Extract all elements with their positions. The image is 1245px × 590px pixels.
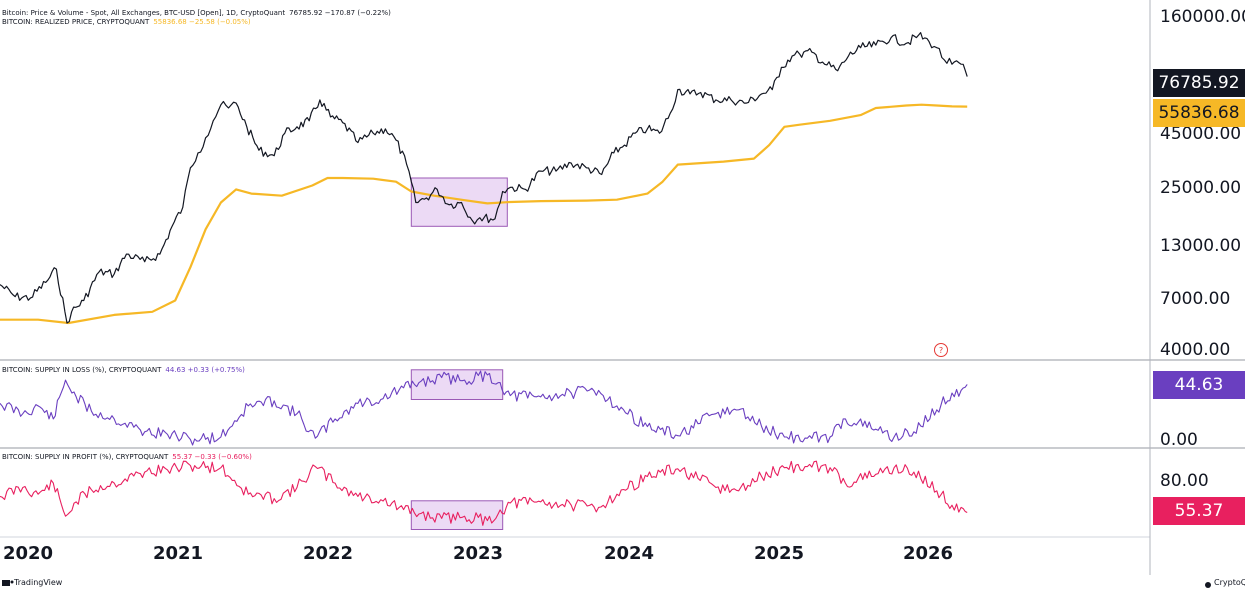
legend-realized-text: BITCOIN: REALIZED PRICE, CRYPTOQUANT xyxy=(2,18,150,26)
xtick-2020: 2020 xyxy=(2,543,54,564)
legend-price[interactable]: Bitcoin: Price & Volume - Spot, All Exch… xyxy=(2,9,391,18)
highlight-profit[interactable] xyxy=(410,500,504,530)
xtick-2023: 2023 xyxy=(452,543,504,564)
xtick-2024: 2024 xyxy=(603,543,655,564)
xtick-2021: 2021 xyxy=(152,543,204,564)
legend-price-text: Bitcoin: Price & Volume - Spot, All Exch… xyxy=(2,9,286,17)
legend-loss[interactable]: BITCOIN: SUPPLY IN LOSS (%), CRYPTOQUANT… xyxy=(2,366,245,375)
supply-in-profit-line[interactable] xyxy=(0,460,968,526)
footer-tradingview[interactable]: TradingView xyxy=(14,578,63,587)
legend-profit-text: BITCOIN: SUPPLY IN PROFIT (%), CRYPTOQUA… xyxy=(2,453,169,461)
ytick-price-7000: 7000.00 xyxy=(1160,289,1231,309)
ytick-price-13000: 13000.00 xyxy=(1160,236,1242,256)
ytick-profit-80: 80.00 xyxy=(1160,471,1209,491)
alert-marker-label: ? xyxy=(939,346,943,355)
xtick-2025: 2025 xyxy=(753,543,805,564)
ytick-price-160000: 160000.00 xyxy=(1160,7,1245,27)
legend-price-value: 76785.92 −170.87 (−0.22%) xyxy=(289,9,391,17)
footer-cryptoquant: CryptoQ xyxy=(1214,578,1245,587)
legend-profit[interactable]: BITCOIN: SUPPLY IN PROFIT (%), CRYPTOQUA… xyxy=(2,453,252,462)
price-badge[interactable]: 76785.92 xyxy=(1153,69,1245,97)
cryptoquant-logo-icon xyxy=(1205,582,1211,588)
alert-marker[interactable] xyxy=(934,343,948,357)
xtick-2022: 2022 xyxy=(302,543,354,564)
loss-badge[interactable]: 44.63 xyxy=(1153,371,1245,399)
profit-badge[interactable]: 55.37 xyxy=(1153,497,1245,525)
tradingview-logo-icon[interactable] xyxy=(2,580,14,586)
legend-realized-value: 55836.68 −25.58 (−0.05%) xyxy=(153,18,251,26)
ytick-price-25000: 25000.00 xyxy=(1160,178,1242,198)
ytick-price-45000: 45000.00 xyxy=(1160,124,1242,144)
legend-loss-value: 44.63 +0.33 (+0.75%) xyxy=(165,366,245,374)
legend-realized[interactable]: BITCOIN: REALIZED PRICE, CRYPTOQUANT 5583… xyxy=(2,18,251,27)
legend-profit-value: 55.37 −0.33 (−0.60%) xyxy=(172,453,252,461)
legend-loss-text: BITCOIN: SUPPLY IN LOSS (%), CRYPTOQUANT xyxy=(2,366,162,374)
ytick-price-4000: 4000.00 xyxy=(1160,340,1231,360)
ytick-loss-0: 0.00 xyxy=(1160,430,1198,450)
price-line[interactable] xyxy=(0,32,968,324)
realized-badge[interactable]: 55836.68 xyxy=(1153,99,1245,127)
supply-in-loss-line[interactable] xyxy=(0,370,968,446)
xtick-2026: 2026 xyxy=(902,543,954,564)
realized-price-line[interactable] xyxy=(0,103,968,325)
